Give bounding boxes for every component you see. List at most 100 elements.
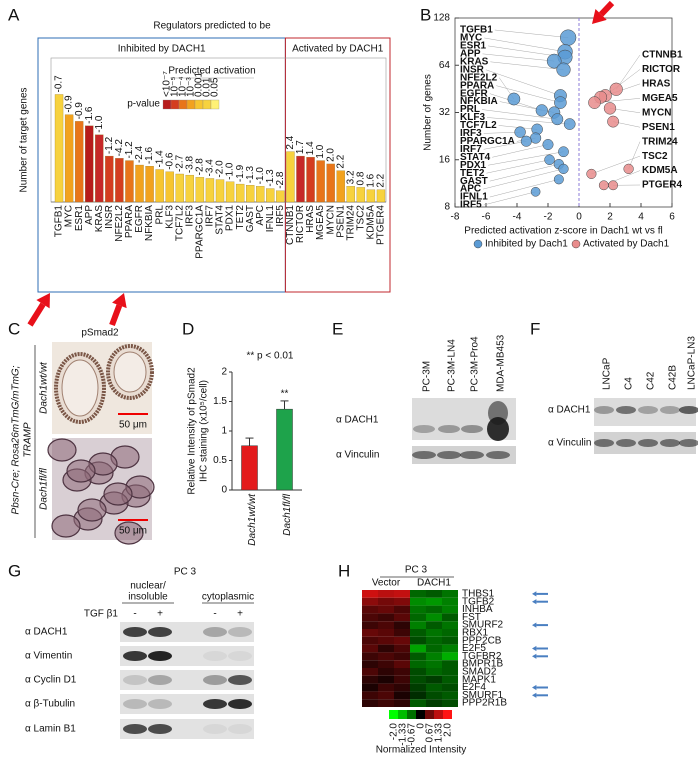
- blot: [120, 719, 254, 739]
- legend-label: Activated by Dach1: [583, 239, 670, 250]
- legend-title: p-value: [127, 99, 160, 110]
- point: [507, 92, 521, 106]
- point: [563, 118, 576, 130]
- blot-band: [660, 439, 680, 447]
- heatmap-cell: [378, 597, 394, 606]
- heatmap-cell: [394, 597, 410, 606]
- colorbar-label: -0.67: [407, 723, 418, 746]
- lane-label: PC-3M-LN4: [447, 339, 458, 392]
- bar: [306, 157, 315, 203]
- heatmap-cell: [410, 590, 426, 598]
- row-label: INHBA: [462, 604, 493, 615]
- point: [558, 163, 569, 174]
- zscore-label: 0.8: [355, 171, 366, 185]
- heatmap-cell: [378, 590, 394, 598]
- x-tick-label: PDX1: [225, 205, 236, 232]
- heatmap-cell: [442, 699, 458, 707]
- bar: [185, 174, 194, 203]
- row-label: Dach1fl/fl: [39, 467, 50, 509]
- x-tick-label: -6: [482, 212, 491, 223]
- arrow-head: [532, 684, 537, 691]
- point: [530, 132, 542, 144]
- heatmap-cell: [378, 644, 394, 653]
- point: [586, 168, 597, 179]
- x-tick-label: ESR1: [74, 205, 85, 232]
- panel-label: G: [8, 561, 21, 580]
- zscore-label: -4.2: [114, 139, 125, 157]
- zscore-label: -1.3: [265, 169, 276, 187]
- x-tick-label: 6: [669, 212, 675, 223]
- row-label: THBS1: [462, 589, 495, 600]
- x-tick-label: MGEA5: [315, 205, 326, 240]
- heatmap-cell: [426, 683, 442, 692]
- blot-band: [461, 425, 483, 433]
- heatmap-cell: [394, 644, 410, 653]
- leader-line: [494, 29, 569, 38]
- row-label: SMAD2: [462, 667, 497, 678]
- point-label: STAT4: [460, 152, 491, 163]
- blot-band: [228, 651, 252, 661]
- heatmap-cell: [410, 660, 426, 668]
- legend-swatch: [178, 99, 188, 110]
- point-label: EGFR: [460, 88, 489, 99]
- arrow-shaft: [27, 302, 46, 327]
- blot-band: [123, 699, 147, 709]
- point-label: KRAS: [460, 56, 489, 67]
- zscore-label: -1.0: [94, 115, 105, 133]
- legend-label: <10⁻⁷: [162, 71, 173, 97]
- x-tick-label: -2: [544, 212, 553, 223]
- panel-label: B: [420, 5, 431, 24]
- bar: [266, 188, 275, 203]
- blot-band: [228, 675, 252, 685]
- point: [551, 113, 564, 126]
- heatmap-cell: [394, 652, 410, 661]
- heatmap-cell: [362, 691, 378, 700]
- heatmap-cell: [394, 683, 410, 692]
- point: [553, 174, 564, 185]
- group-label: DACH1: [417, 578, 451, 589]
- lane-sign: +: [237, 609, 243, 620]
- lane-label: C42: [646, 371, 657, 390]
- point-label: PPARA: [460, 80, 494, 91]
- side-label: Pbsn-Cre; Rosa26mTmG/mTmG;: [11, 365, 22, 514]
- heatmap-cell: [410, 691, 426, 700]
- x-tick-label: PPARA: [124, 205, 135, 238]
- x-tick-label: IRF7: [205, 205, 216, 227]
- row-label: α DACH1: [336, 415, 379, 426]
- colorbar-title: Normalized Intensity: [376, 745, 467, 756]
- group-title: Inhibited by DACH1: [118, 44, 206, 55]
- lane-label: LNCaP-LN3: [687, 336, 698, 390]
- bar: [105, 155, 114, 203]
- x-tick-label: TSC2: [355, 205, 366, 231]
- blot-band: [148, 627, 172, 637]
- x-axis-label: Predicted activation z-score in Dach1 wt…: [464, 226, 662, 237]
- heatmap-cell: [378, 605, 394, 614]
- blot-band: [638, 406, 658, 414]
- legend-swatch: [186, 99, 196, 110]
- treatment-label: TGF β1: [84, 609, 119, 620]
- blot-band: [437, 451, 461, 459]
- heatmap-cell: [378, 652, 394, 661]
- y-tick-label: 1: [221, 426, 227, 437]
- blot-band: [638, 439, 658, 447]
- side-label: TRAMP: [23, 422, 34, 457]
- heatmap-cell: [394, 629, 410, 637]
- x-tick-label: Dach1wt/wt: [247, 493, 258, 546]
- point: [514, 126, 526, 138]
- point: [546, 53, 562, 69]
- legend-label: 0.01: [202, 77, 213, 97]
- blot-band: [203, 627, 227, 637]
- subtitle: Predicted activation: [168, 66, 255, 77]
- heatmap-cell: [410, 668, 426, 676]
- x-tick-label: PSEN1: [335, 205, 346, 238]
- heatmap-cell: [378, 675, 394, 684]
- group-label: Vector: [372, 578, 401, 589]
- heatmap-cell: [362, 636, 378, 645]
- heatmap-cell: [410, 699, 426, 707]
- point: [588, 96, 601, 109]
- point-label: CTNNB1: [642, 50, 683, 61]
- heatmap-cell: [378, 660, 394, 668]
- bar: [296, 155, 305, 203]
- blot-band: [203, 699, 227, 709]
